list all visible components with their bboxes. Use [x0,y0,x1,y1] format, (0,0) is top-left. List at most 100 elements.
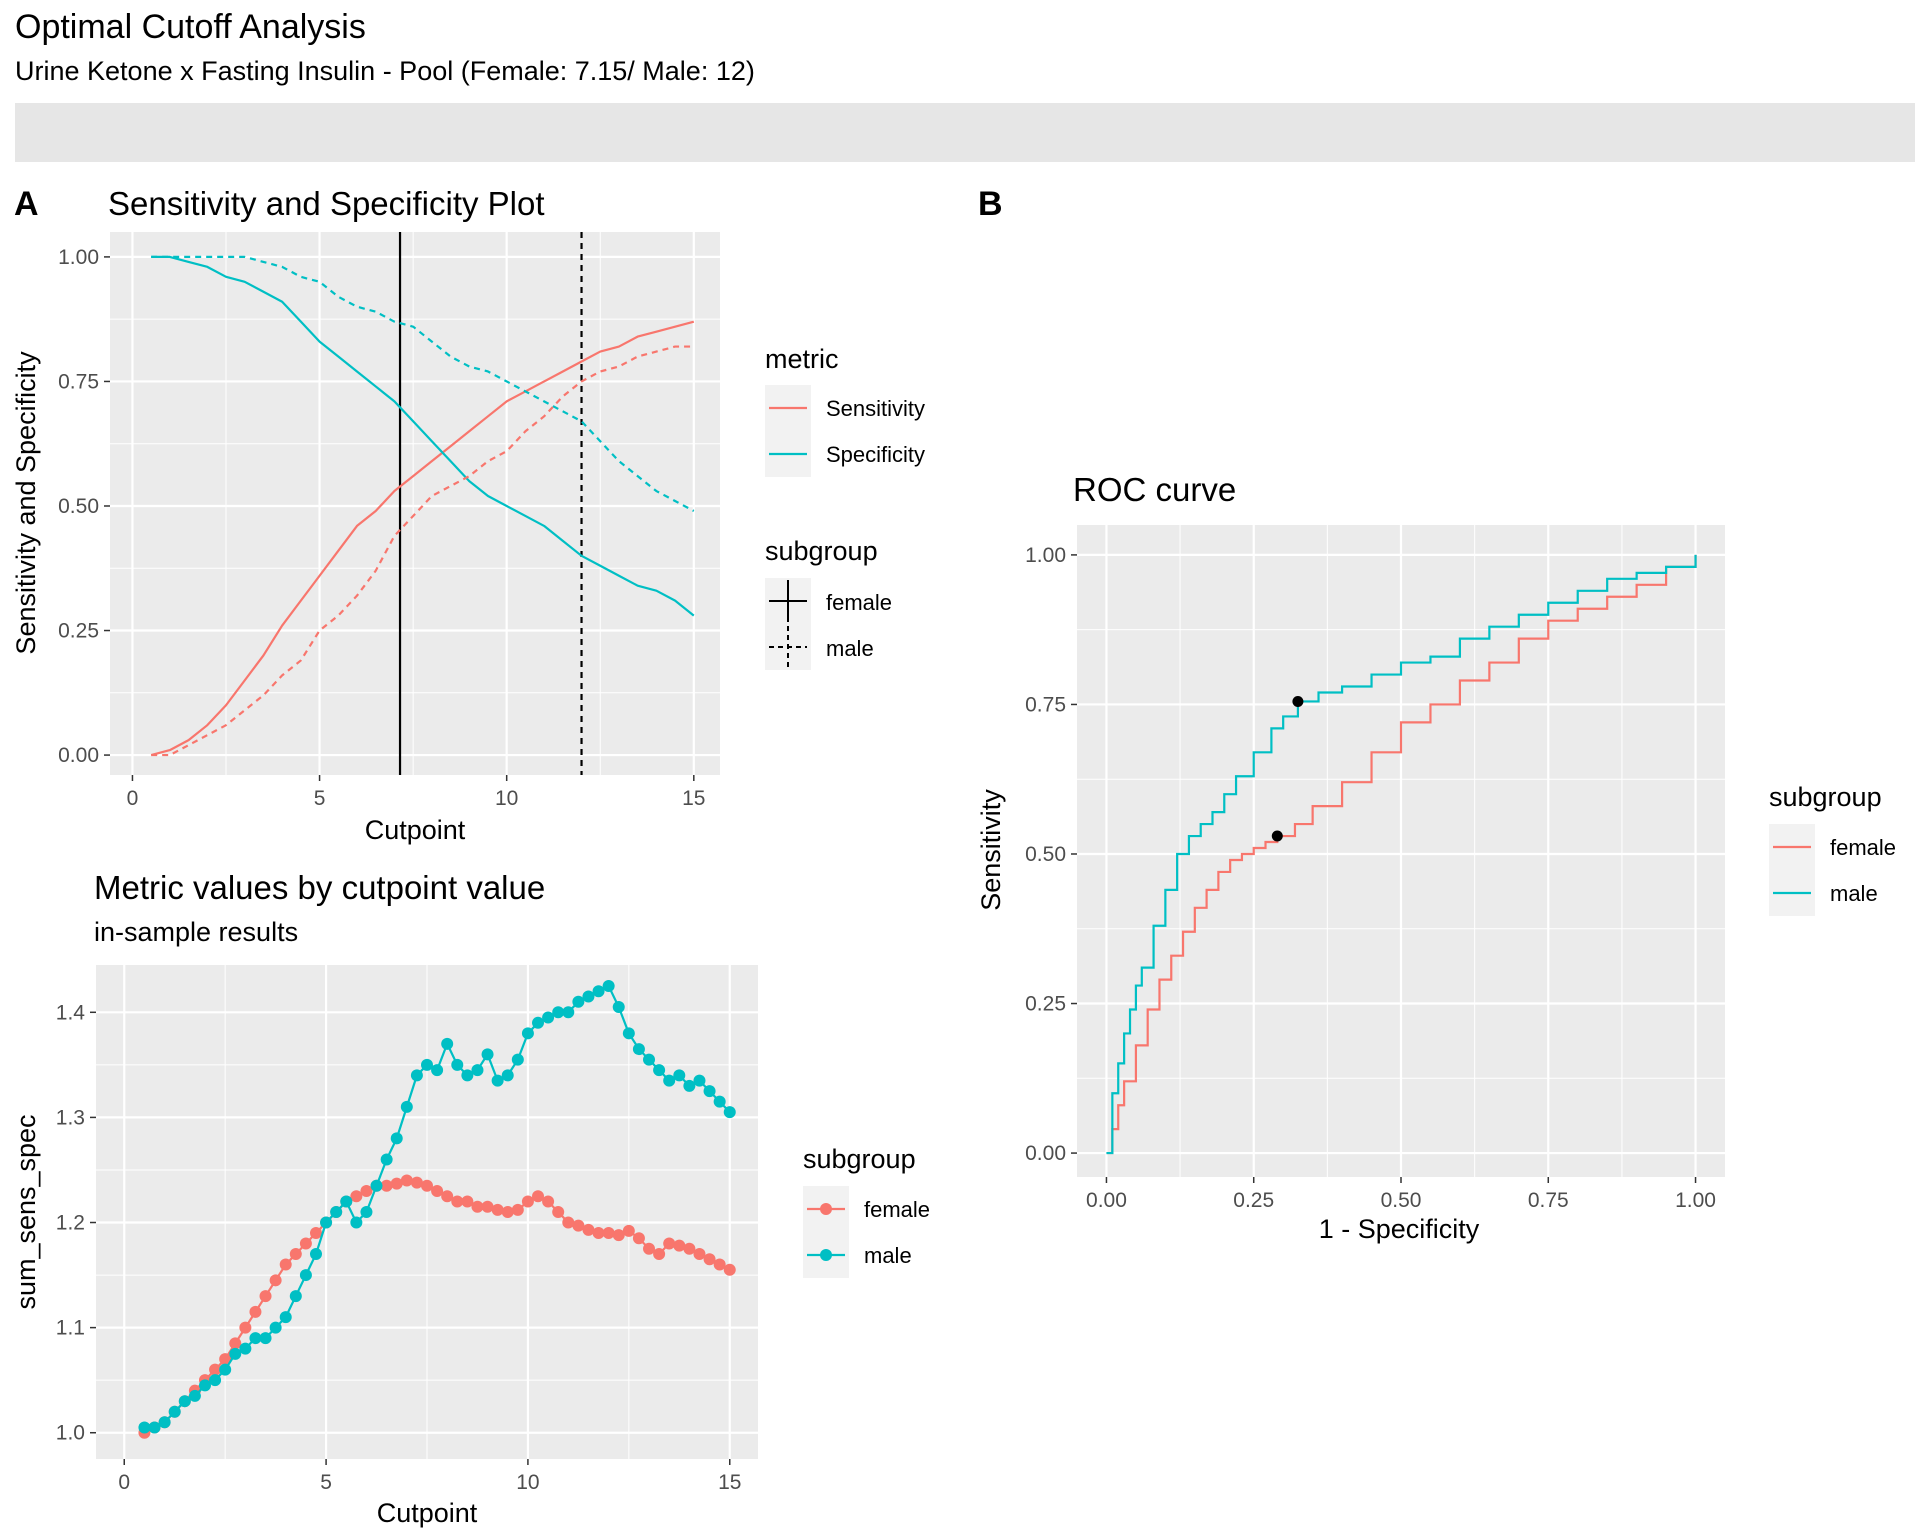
data-point-male [532,1016,545,1029]
sens-spec-x-ticks: 0 5 10 15 [127,775,705,810]
legend-title: subgroup [1769,782,1882,812]
data-point-male [330,1206,343,1218]
data-point-male [471,1064,484,1077]
data-point-female [390,1177,403,1190]
data-point-male [299,1269,312,1282]
data-point-male [673,1069,686,1082]
roc-curve-male [1106,554,1697,1155]
data-point-male [572,995,585,1008]
sens-spec-chart: Sensitivity and Specificity Plot 0.00 0.2… [11,185,925,845]
legend-key-male-point [820,1249,832,1261]
data-point-male [249,1332,262,1345]
data-point-female [542,1195,555,1208]
series-sensitivity-female [150,320,695,757]
data-point-female [400,1174,413,1187]
roc-x-tick-label: 0.00 [1086,1189,1127,1212]
data-point-male [602,980,615,993]
data-point-male [461,1069,474,1082]
sens-spec-plot-area [110,232,720,775]
sens-spec-y-tick-label: 0.25 [58,620,99,643]
metric-values-y-tick-label: 1.1 [56,1317,85,1340]
data-point-female [532,1190,545,1203]
data-point-male [158,1416,171,1429]
data-point-female [431,1184,444,1197]
series-specificity-female [151,255,695,617]
metric-values-subtitle: in-sample results [94,917,298,947]
legend-label-female: female [1830,835,1896,860]
data-point-male [360,1206,373,1218]
data-point-male [390,1132,403,1145]
roc-x-label: 1 - Specificity [1319,1214,1480,1244]
data-point-female [219,1353,232,1366]
data-point-male [370,1179,383,1192]
data-point-female [451,1195,464,1208]
data-point-female [521,1195,534,1208]
legend-title: subgroup [803,1144,916,1174]
sens-spec-y-tick-label: 1.00 [58,246,99,269]
data-point-female [562,1216,575,1229]
metric-values-y-ticks: 1.0 1.1 1.2 1.3 1.4 [56,1001,96,1445]
metric-values-y-tick-label: 1.0 [56,1422,85,1445]
data-point-female [471,1200,484,1213]
data-point-male [400,1100,413,1113]
sens-spec-title: Sensitivity and Specificity Plot [108,185,545,222]
legend-key-female-point [820,1203,832,1215]
data-point-female [632,1232,645,1245]
metric-values-chart: Metric values by cutpoint value in-sampl… [11,869,930,1528]
figure-subtitle: Urine Ketone x Fasting Insulin - Pool (F… [15,56,755,86]
data-point-male [622,1027,635,1040]
data-point-male [683,1079,696,1092]
data-point-male [491,1074,504,1087]
sens-spec-x-tick-label: 0 [127,787,139,810]
data-point-male [421,1058,433,1071]
data-point-female [683,1242,696,1255]
data-point-female [239,1321,252,1334]
legend-label-male: male [1830,881,1878,906]
sens-spec-y-label: Sensitivity and Specificity [11,351,41,655]
legend-label-female: female [864,1197,930,1222]
data-point-male [653,1064,666,1077]
data-point-female [643,1242,656,1255]
data-point-female [602,1227,615,1240]
data-point-female [350,1190,363,1203]
roc-title: ROC curve [1073,471,1236,508]
roc-x-tick-label: 0.50 [1381,1189,1422,1212]
metric-values-x-tick-label: 15 [718,1471,741,1494]
metric-values-x-tick-label: 10 [516,1471,539,1494]
data-point-female [481,1200,494,1213]
data-point-female [653,1248,666,1261]
data-point-female [441,1190,454,1203]
roc-y-label: Sensitivity [976,789,1006,911]
data-point-female [511,1203,524,1216]
data-point-female [663,1237,676,1250]
data-point-female [229,1337,242,1350]
metric-values-y-tick-label: 1.2 [56,1212,85,1235]
data-point-female [259,1290,272,1303]
sens-spec-x-label: Cutpoint [365,815,466,845]
legend-label-male: male [826,636,874,661]
data-point-female [723,1263,736,1276]
sens-spec-grid [110,232,720,775]
data-point-male [713,1095,726,1108]
data-point-male [643,1053,656,1066]
legend-label-sensitivity: Sensitivity [826,396,925,421]
data-point-male [229,1347,242,1360]
data-point-male [259,1332,272,1345]
data-point-male [693,1074,706,1087]
data-point-female [612,1229,625,1242]
data-point-male [239,1342,252,1355]
sens-spec-y-tick-label: 0.50 [58,495,99,518]
data-point-female [299,1237,312,1250]
roc-optimal-points [1271,695,1304,842]
legend-label-male: male [864,1243,912,1268]
optimal-cutpoint-male [1292,695,1304,707]
metric-values-y-tick-label: 1.3 [56,1106,85,1129]
legend-label-specificity: Specificity [826,442,925,467]
data-point-male [592,985,605,998]
series-specificity-male [151,255,695,512]
legend-roc: subgroup female male [1769,782,1896,916]
roc-y-tick-label: 0.00 [1025,1142,1066,1165]
data-point-male [178,1395,191,1408]
data-point-female [209,1363,222,1376]
panel-label-a: A [14,185,39,223]
